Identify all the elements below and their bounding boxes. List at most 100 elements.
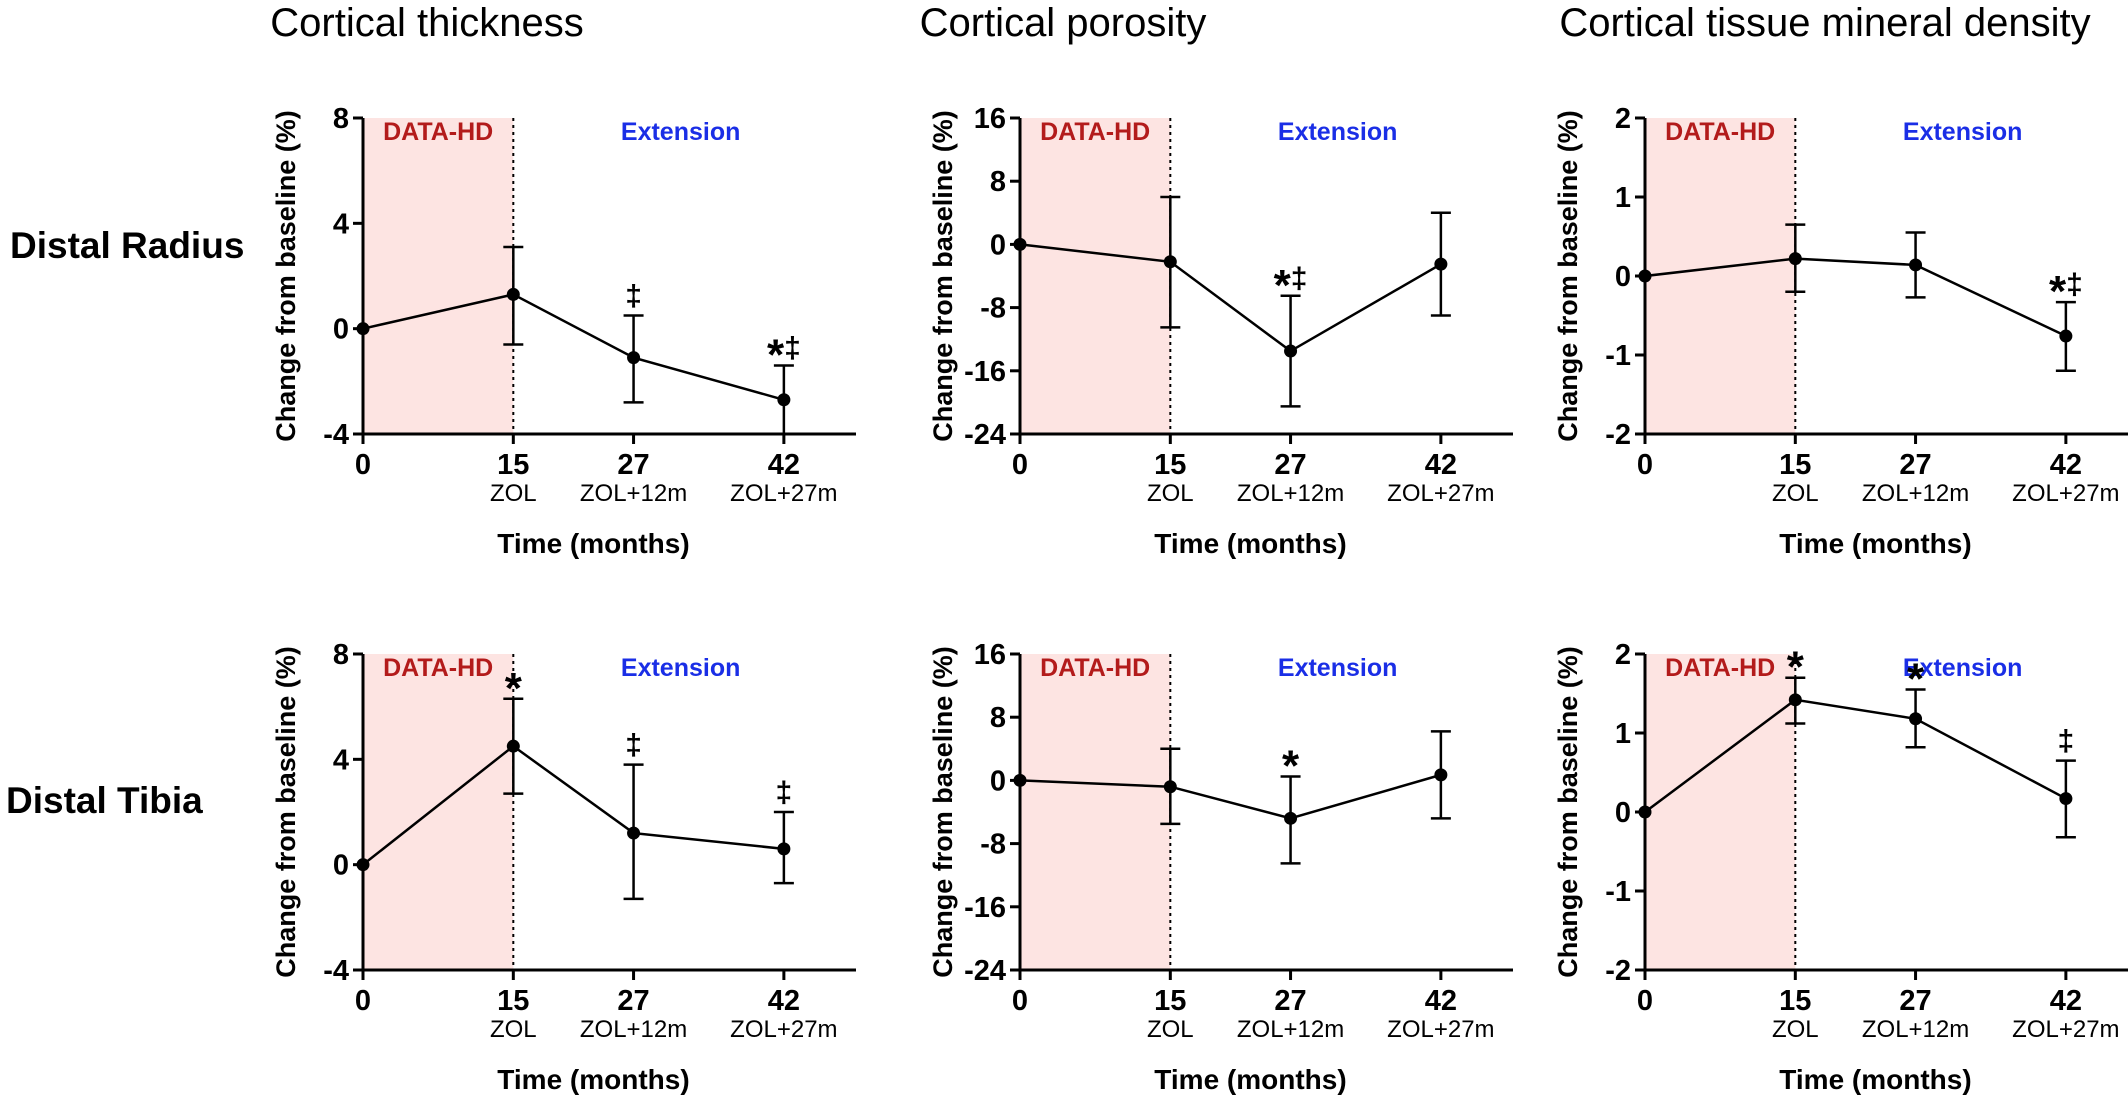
data-point <box>777 393 791 407</box>
series-line <box>1019 773 1442 820</box>
extension-label: Extension <box>1278 118 1397 146</box>
significance-marker: * <box>1282 741 1300 790</box>
y-tick-label: 1 <box>1615 718 1631 750</box>
data-point <box>627 826 641 840</box>
y-tick-label: 0 <box>333 850 349 882</box>
x-tick-label: 0 <box>1012 449 1028 481</box>
x-tick-label: 0 <box>1637 985 1653 1017</box>
data-point <box>1434 257 1448 271</box>
data-hd-shaded-region <box>363 118 514 434</box>
y-axis-label: Change from baseline (%) <box>271 110 301 442</box>
data-point <box>356 322 370 336</box>
data-hd-label: DATA-HD <box>1665 118 1775 146</box>
extension-label: Extension <box>1278 654 1397 682</box>
series-line <box>1644 698 2067 814</box>
y-tick-label: -2 <box>1605 955 1631 987</box>
x-tick-label: 15 <box>1779 985 1811 1017</box>
extension-label: Extension <box>1903 654 2022 682</box>
x-tick-sublabel: ZOL+12m <box>1237 1016 1344 1043</box>
data-point <box>1434 768 1448 782</box>
data-point <box>1163 780 1177 794</box>
data-point <box>2059 329 2073 343</box>
x-tick-label: 0 <box>355 985 371 1017</box>
data-point <box>627 351 641 365</box>
significance-marker: * <box>1787 643 1805 692</box>
extension-label: Extension <box>621 654 740 682</box>
significance-marker: ‡ <box>625 280 642 313</box>
x-tick-label: 27 <box>617 985 649 1017</box>
x-axis-label: Time (months) <box>1779 1064 1971 1095</box>
y-tick-label: 2 <box>1615 103 1631 135</box>
y-tick-label: 1 <box>1615 182 1631 214</box>
x-tick-sublabel: ZOL <box>1772 1016 1819 1043</box>
y-tick-label: 16 <box>974 103 1006 135</box>
data-hd-shaded-region <box>1020 654 1171 970</box>
x-tick-label: 27 <box>1274 449 1306 481</box>
y-tick-label: -1 <box>1605 340 1631 372</box>
y-tick-label: -24 <box>964 955 1006 987</box>
y-tick-label: 8 <box>333 103 349 135</box>
y-tick-label: 16 <box>974 639 1006 671</box>
x-axis-label: Time (months) <box>1154 528 1346 559</box>
x-tick-sublabel: ZOL <box>490 480 537 507</box>
x-tick-sublabel: ZOL+27m <box>2012 480 2119 507</box>
data-point <box>2059 792 2073 806</box>
y-tick-label: 0 <box>333 314 349 346</box>
y-axis-label: Change from baseline (%) <box>1553 110 1583 442</box>
y-tick-label: -4 <box>323 419 349 451</box>
x-tick-sublabel: ZOL+12m <box>580 1016 687 1043</box>
data-point <box>1909 712 1923 726</box>
data-hd-label: DATA-HD <box>1040 118 1150 146</box>
x-tick-sublabel: ZOL+27m <box>1387 1016 1494 1043</box>
x-axis-label: Time (months) <box>497 1064 689 1095</box>
x-tick-label: 42 <box>2050 449 2082 481</box>
data-point <box>1909 258 1923 272</box>
x-tick-label: 42 <box>768 449 800 481</box>
x-tick-sublabel: ZOL <box>1772 480 1819 507</box>
data-point <box>1284 811 1298 825</box>
y-tick-label: -2 <box>1605 419 1631 451</box>
x-tick-label: 15 <box>1154 449 1186 481</box>
column-title-cortical-thickness: Cortical thickness <box>270 1 583 45</box>
data-hd-shaded-region <box>1645 118 1796 434</box>
significance-marker: *‡ <box>2049 267 2083 316</box>
column-title-cortical-porosity: Cortical porosity <box>920 1 1207 45</box>
x-tick-label: 27 <box>617 449 649 481</box>
y-tick-label: -16 <box>964 892 1006 924</box>
x-tick-sublabel: ZOL <box>490 1016 537 1043</box>
x-tick-sublabel: ZOL+12m <box>1237 480 1344 507</box>
significance-marker: *‡ <box>767 331 801 380</box>
significance-marker: * <box>505 664 523 713</box>
x-axis-label: Time (months) <box>1154 1064 1346 1095</box>
x-tick-sublabel: ZOL+12m <box>1862 1016 1969 1043</box>
y-tick-label: 4 <box>333 208 349 240</box>
y-tick-label: 8 <box>990 166 1006 198</box>
x-tick-label: 15 <box>497 449 529 481</box>
x-tick-sublabel: ZOL+27m <box>1387 480 1494 507</box>
row-label-distal-tibia: Distal Tibia <box>6 780 203 821</box>
data-point <box>506 287 520 301</box>
y-tick-label: -8 <box>980 829 1006 861</box>
data-hd-label: DATA-HD <box>383 118 493 146</box>
x-tick-label: 27 <box>1274 985 1306 1017</box>
y-tick-label: 0 <box>1615 261 1631 293</box>
y-tick-label: 2 <box>1615 639 1631 671</box>
x-tick-sublabel: ZOL <box>1147 1016 1194 1043</box>
row-label-distal-radius: Distal Radius <box>10 225 244 266</box>
series-line <box>362 293 785 401</box>
y-tick-label: 8 <box>333 639 349 671</box>
x-tick-label: 42 <box>2050 985 2082 1017</box>
x-tick-sublabel: ZOL+12m <box>580 480 687 507</box>
data-point <box>1163 255 1177 269</box>
x-tick-label: 0 <box>1637 449 1653 481</box>
y-axis-label: Change from baseline (%) <box>1553 646 1583 978</box>
data-hd-label: DATA-HD <box>1040 654 1150 682</box>
x-tick-label: 27 <box>1899 985 1931 1017</box>
